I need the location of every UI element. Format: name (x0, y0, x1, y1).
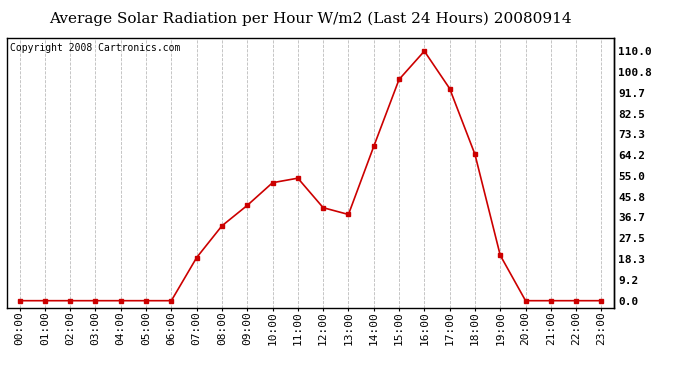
Text: Copyright 2008 Cartronics.com: Copyright 2008 Cartronics.com (10, 43, 180, 53)
Text: Average Solar Radiation per Hour W/m2 (Last 24 Hours) 20080914: Average Solar Radiation per Hour W/m2 (L… (49, 11, 572, 26)
